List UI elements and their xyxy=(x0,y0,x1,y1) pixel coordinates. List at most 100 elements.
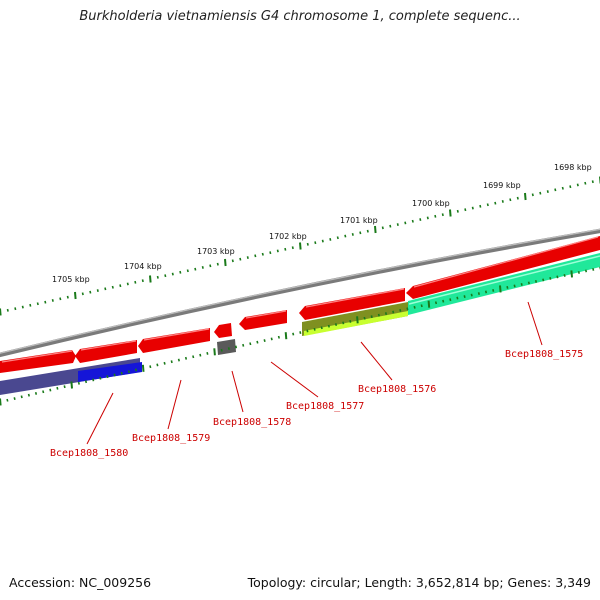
minor-tick xyxy=(164,274,167,278)
minor-tick xyxy=(292,332,295,336)
gene-label[interactable]: Bcep1808_1578 xyxy=(213,417,291,428)
minor-tick xyxy=(96,289,99,292)
gene-label[interactable]: Bcep1808_1579 xyxy=(132,433,210,444)
minor-tick xyxy=(249,342,252,346)
minor-tick xyxy=(111,285,114,289)
minor-tick xyxy=(329,238,332,241)
minor-tick xyxy=(411,219,414,223)
minor-tick xyxy=(464,208,467,212)
kbp-label: 1703 kbp xyxy=(197,247,235,256)
minor-tick xyxy=(563,274,566,277)
minor-tick xyxy=(227,347,230,350)
major-tick xyxy=(213,348,216,356)
minor-tick xyxy=(284,247,287,251)
minor-tick xyxy=(66,295,69,299)
minor-tick xyxy=(420,304,423,308)
gene-arrow[interactable] xyxy=(75,340,137,363)
kbp-label: 1700 kbp xyxy=(412,199,450,208)
gene-label[interactable]: Bcep1808_1577 xyxy=(286,401,364,412)
minor-tick xyxy=(306,329,309,333)
minor-tick xyxy=(534,280,538,283)
minor-tick xyxy=(239,257,242,261)
minor-tick xyxy=(321,239,324,243)
minor-tick xyxy=(392,310,395,314)
minor-tick xyxy=(456,209,459,213)
minor-tick xyxy=(126,282,129,286)
minor-tick xyxy=(494,201,497,205)
minor-tick xyxy=(134,368,138,372)
minor-tick xyxy=(120,371,123,375)
cog-bar-gray xyxy=(217,339,236,355)
minor-tick xyxy=(149,365,152,369)
minor-tick xyxy=(56,386,59,390)
minor-tick xyxy=(192,355,195,359)
minor-tick xyxy=(419,218,422,221)
minor-tick xyxy=(246,256,249,259)
minor-tick xyxy=(256,340,259,344)
gene-arrow[interactable] xyxy=(299,288,405,320)
gene-label[interactable]: Bcep1808_1575 xyxy=(505,349,583,360)
major-tick xyxy=(74,291,77,300)
minor-tick xyxy=(171,272,174,276)
minor-tick xyxy=(546,190,549,193)
minor-tick xyxy=(84,380,88,384)
minor-tick xyxy=(14,307,17,311)
gene-arrow[interactable] xyxy=(214,323,232,338)
minor-tick xyxy=(470,293,473,297)
minor-tick xyxy=(449,298,452,302)
minor-tick xyxy=(349,320,352,323)
minor-tick xyxy=(119,284,122,288)
minor-tick xyxy=(306,242,309,246)
minor-tick xyxy=(177,358,180,362)
kbp-label: 1702 kbp xyxy=(269,232,307,241)
minor-tick xyxy=(531,193,534,197)
chromosome-backbone xyxy=(0,228,600,358)
minor-tick xyxy=(527,281,530,285)
minor-tick xyxy=(492,289,495,292)
minor-tick xyxy=(49,388,52,392)
gene-label[interactable]: Bcep1808_1576 xyxy=(358,384,436,395)
minor-tick xyxy=(134,280,137,284)
minor-tick xyxy=(20,395,23,399)
minor-tick xyxy=(99,376,102,380)
minor-tick xyxy=(351,233,354,236)
minor-tick xyxy=(441,213,444,217)
minor-tick xyxy=(406,307,409,311)
major-tick xyxy=(449,209,452,217)
minor-tick xyxy=(479,204,482,208)
minor-tick xyxy=(263,339,266,342)
minor-tick xyxy=(554,188,557,192)
minor-tick xyxy=(291,246,294,250)
minor-tick xyxy=(501,200,504,203)
minor-tick xyxy=(276,249,279,253)
inner-scale xyxy=(0,266,600,406)
gene-arrow[interactable] xyxy=(239,310,287,330)
kbp-label: 1701 kbp xyxy=(340,216,378,225)
major-tick xyxy=(0,308,2,316)
minor-tick xyxy=(377,313,380,317)
gene-arrow[interactable] xyxy=(0,350,76,373)
minor-tick xyxy=(370,315,373,319)
minor-tick xyxy=(542,278,545,282)
cog-bar-blue xyxy=(78,362,142,382)
minor-tick xyxy=(442,299,445,303)
label-leaders xyxy=(86,301,543,445)
minor-tick xyxy=(584,269,588,273)
minor-tick xyxy=(254,254,257,258)
kbp-label: 1705 kbp xyxy=(52,275,90,284)
category-bars xyxy=(0,253,600,395)
minor-tick xyxy=(463,295,466,298)
major-tick xyxy=(149,275,152,283)
minor-tick xyxy=(77,381,80,385)
minor-tick xyxy=(106,375,109,379)
gene-label[interactable]: Bcep1808_1580 xyxy=(50,448,128,459)
minor-tick xyxy=(314,241,317,245)
major-tick xyxy=(427,300,431,308)
gene-arrow[interactable] xyxy=(406,236,600,299)
minor-tick xyxy=(434,214,437,218)
minor-tick xyxy=(336,236,339,240)
major-tick xyxy=(570,270,573,278)
minor-tick xyxy=(539,191,542,195)
gene-arrow[interactable] xyxy=(138,328,210,353)
minor-tick xyxy=(359,231,362,235)
